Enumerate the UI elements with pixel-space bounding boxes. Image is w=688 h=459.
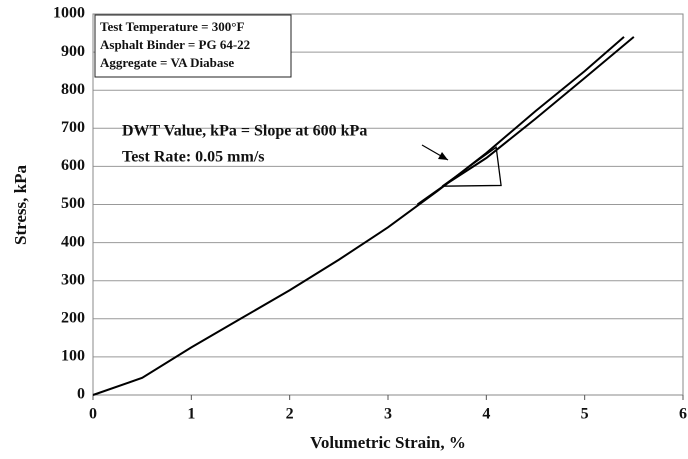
y-tick-label: 400 xyxy=(61,233,85,250)
y-tick-label: 600 xyxy=(61,157,85,174)
x-tick-label: 6 xyxy=(679,406,687,423)
y-tick-label: 900 xyxy=(61,43,85,60)
y-tick-label: 300 xyxy=(61,271,85,288)
y-tick-label: 700 xyxy=(61,119,85,136)
slope-triangle xyxy=(441,146,502,187)
y-tick-label: 0 xyxy=(77,386,85,403)
y-tick-label: 100 xyxy=(61,348,85,365)
info-box xyxy=(94,14,292,78)
line xyxy=(92,36,625,396)
line xyxy=(416,36,635,206)
y-tick-label: 1000 xyxy=(53,5,85,22)
y-tick-label: 500 xyxy=(61,195,85,212)
note: Test Rate: 0.05 mm/s xyxy=(122,149,265,166)
x-tick-label: 5 xyxy=(581,406,589,423)
x-tick-label: 1 xyxy=(187,406,195,423)
x-tick-label: 0 xyxy=(89,406,97,423)
arrow-head xyxy=(438,152,448,160)
x-tick-label: 2 xyxy=(286,406,294,423)
y-tick-label: 800 xyxy=(61,81,85,98)
annotation: Test Temperature = 300°F xyxy=(100,19,244,34)
annotation: Asphalt Binder = PG 64-22 xyxy=(100,37,250,52)
x-tick-label: 4 xyxy=(482,406,490,423)
y-axis-label: Stress, kPa xyxy=(11,165,30,245)
annotation: Aggregate = VA Diabase xyxy=(100,55,234,70)
x-tick-label: 3 xyxy=(384,406,392,423)
x-axis-label: Volumetric Strain, % xyxy=(310,433,466,452)
note: DWT Value, kPa = Slope at 600 kPa xyxy=(122,123,367,140)
y-tick-label: 200 xyxy=(61,309,85,326)
